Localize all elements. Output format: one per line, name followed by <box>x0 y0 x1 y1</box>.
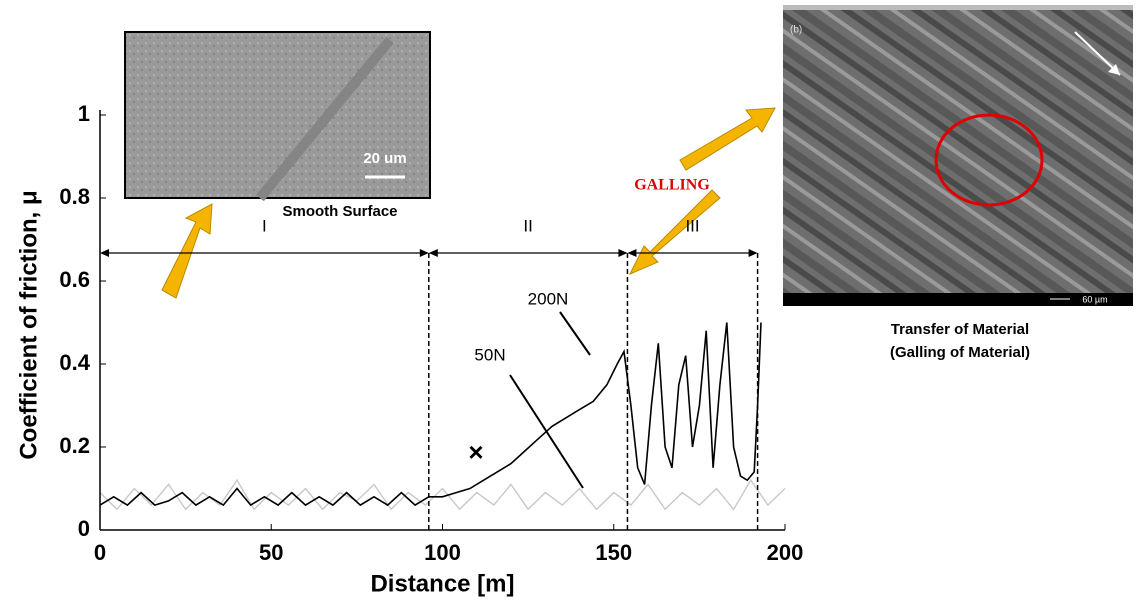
x-tick-label: 200 <box>767 540 804 565</box>
caption: (Galling of Material) <box>890 344 1030 361</box>
arrowhead <box>428 249 438 257</box>
micrograph-bar <box>783 293 1133 306</box>
series-line <box>99 322 762 507</box>
series-label: 50N <box>474 345 505 364</box>
plot: 0 50 100 150 200 0 0.2 0.4 0.6 0.8 1 Distance [m] Co… <box>15 101 803 598</box>
y-axis-label: Coefficient of friction, μ <box>15 190 42 459</box>
arrowhead <box>748 249 758 257</box>
yellow-arrow <box>679 107 776 171</box>
micrograph-feature <box>256 36 394 202</box>
caption: Transfer of Material <box>891 321 1029 338</box>
micrograph-galling <box>783 10 1133 295</box>
region-label: II <box>523 216 532 235</box>
arrowhead <box>627 249 637 257</box>
arrowhead <box>419 249 429 257</box>
x-tick-label: 50 <box>259 540 283 565</box>
scale-label: 60 µm <box>1082 294 1107 304</box>
arrowhead <box>618 249 628 257</box>
y-tick-label: 0.4 <box>59 350 90 375</box>
caption: Smooth Surface <box>282 203 397 220</box>
x-axis-label: Distance [m] <box>370 570 514 597</box>
y-tick-label: 1 <box>78 101 90 126</box>
x-tick-label: 150 <box>595 540 632 565</box>
panel-label: (b) <box>790 25 802 36</box>
series-label: 200N <box>528 289 569 308</box>
scale-label: 20 um <box>363 150 406 167</box>
y-tick-label: 0.6 <box>59 267 90 292</box>
y-tick-label: 0.2 <box>59 433 90 458</box>
yellow-arrow <box>628 189 721 275</box>
y-tick-label: 0.8 <box>59 184 90 209</box>
x-tick-label: 100 <box>424 540 461 565</box>
region-label: III <box>685 216 699 235</box>
pointer-line <box>559 311 591 356</box>
arrowhead <box>100 249 109 257</box>
direction-arrowhead <box>1108 64 1120 75</box>
galling-label: GALLING <box>634 177 710 194</box>
region-label: I <box>262 216 267 235</box>
marker-label: × <box>468 437 483 467</box>
highlight-circle <box>934 113 1044 207</box>
micrograph-border <box>783 5 1133 10</box>
y-tick-label: 0 <box>78 516 90 541</box>
x-tick-label: 0 <box>94 540 106 565</box>
series-line <box>99 478 786 511</box>
yellow-arrow <box>161 203 213 299</box>
